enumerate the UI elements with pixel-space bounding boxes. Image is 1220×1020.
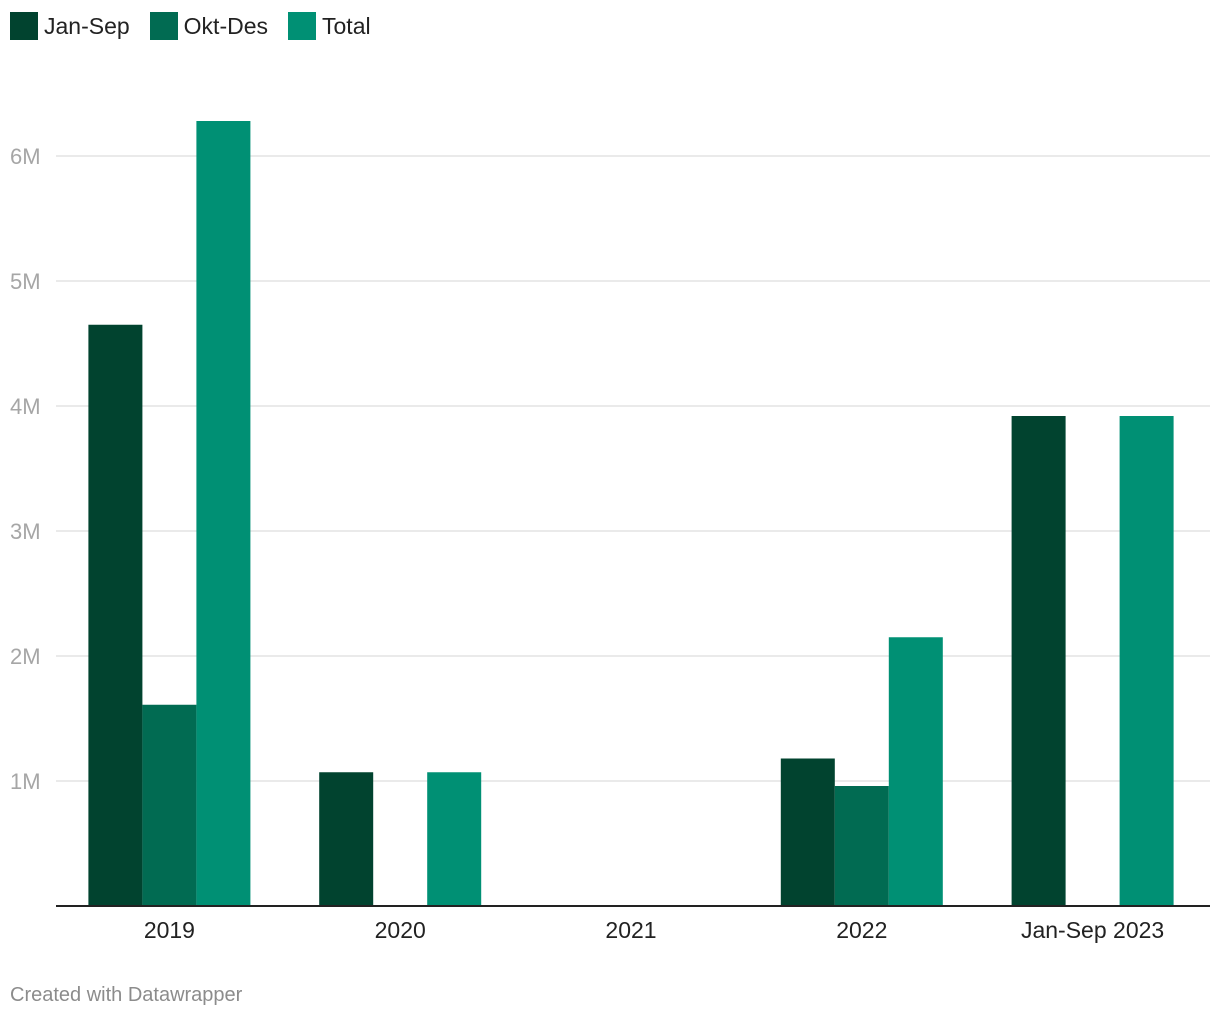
legend-item-total: Total [288, 12, 371, 40]
y-tick-label-6M: 6M [10, 144, 41, 169]
bar-jan-sep-2022 [780, 758, 835, 906]
bar-chart: 1M 2M 3M 4M 5M 6M 2019 2020 2021 2022 Jan-Sep 2023 [10, 121, 1210, 943]
y-tick-label-2M: 2M [10, 644, 41, 669]
x-tick-label-jan-sep-2023: Jan-Sep 2023 [1021, 917, 1164, 943]
y-tick-label-1M: 1M [10, 769, 41, 794]
legend-label-okt-des: Okt-Des [183, 12, 269, 39]
bar-total-jan-sep-2023 [1119, 416, 1174, 906]
bar-okt-des-2022 [834, 786, 889, 906]
legend-item-okt-des: Okt-Des [149, 12, 269, 40]
y-tick-label-5M: 5M [10, 269, 41, 294]
legend-swatch-total [288, 12, 317, 40]
legend-item-jan-sep: Jan-Sep [10, 12, 130, 40]
legend-label-total: Total [322, 12, 371, 39]
bar-okt-des-2019 [142, 704, 197, 906]
bar-jan-sep-jan-sep-2023 [1011, 416, 1066, 906]
footer-credit: Created with Datawrapper [10, 984, 243, 1006]
x-tick-label-2020: 2020 [375, 917, 426, 943]
x-tick-label-2021: 2021 [605, 917, 656, 943]
bar-total-2020 [427, 772, 482, 906]
x-tick-label-2019: 2019 [144, 917, 195, 943]
bar-total-2019 [196, 121, 251, 906]
x-tick-label-2022: 2022 [836, 917, 887, 943]
chart-legend: Jan-Sep Okt-Des Total [10, 12, 391, 40]
bar-jan-sep-2020 [319, 772, 374, 906]
y-tick-label-4M: 4M [10, 394, 41, 419]
legend-label-jan-sep: Jan-Sep [44, 12, 130, 39]
y-tick-label-3M: 3M [10, 519, 41, 544]
legend-swatch-jan-sep [10, 12, 38, 40]
bar-jan-sep-2019 [88, 324, 143, 906]
bar-total-2022 [888, 637, 943, 906]
legend-swatch-okt-des [149, 12, 178, 40]
